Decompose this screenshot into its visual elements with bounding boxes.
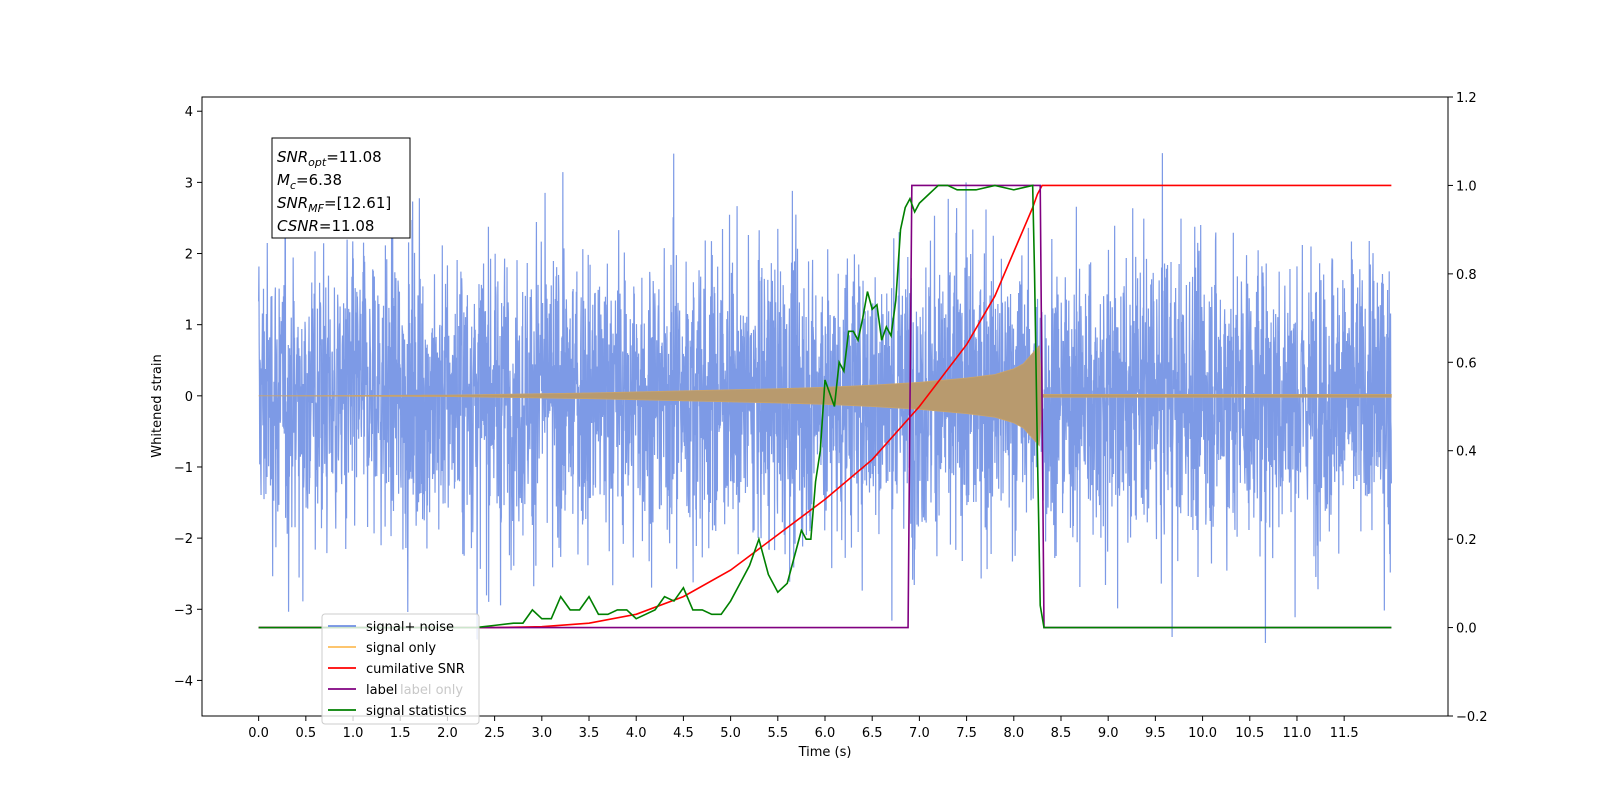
x-tick-label: 8.0 — [1003, 726, 1024, 741]
y-axis-right: 1.2 1.0 0.8 0.6 0.4 0.2 0.0 −0.2 — [1448, 91, 1488, 725]
annotation-line: SNRopt=11.08 — [277, 148, 382, 169]
legend: signal+ noise signal only cumilative SNR la… — [321, 613, 480, 725]
x-tick-label: 6.0 — [815, 726, 836, 741]
x-axis-title: Time (s) — [798, 745, 852, 760]
y-right-tick-label: −0.2 — [1456, 710, 1488, 725]
annotation-line: CSNR=11.08 — [277, 217, 374, 235]
x-tick-label: 1.0 — [343, 726, 364, 741]
x-tick-label: 0.5 — [295, 726, 316, 741]
x-tick-label: 2.5 — [484, 726, 505, 741]
annotation-line: SNRMF=[12.61] — [277, 194, 391, 215]
legend-label: signal statistics — [366, 704, 467, 719]
y-left-tick-label: 3 — [185, 176, 193, 191]
y-left-tick-label: −2 — [174, 532, 193, 547]
x-tick-label: 3.5 — [579, 726, 600, 741]
x-axis: 0.0 0.5 1.0 1.5 2.0 2.5 3.0 3.5 4.0 4.5 5.0 5.5 6.0 6… — [248, 716, 1359, 741]
y-left-tick-label: 1 — [185, 319, 193, 334]
x-tick-label: 10.5 — [1235, 726, 1264, 741]
y-right-tick-label: 0.6 — [1456, 356, 1477, 371]
x-tick-label: 7.0 — [909, 726, 930, 741]
x-tick-label: 3.0 — [531, 726, 552, 741]
x-tick-label: 9.5 — [1145, 726, 1166, 741]
x-tick-label: 8.5 — [1051, 726, 1072, 741]
x-tick-label: 2.0 — [437, 726, 458, 741]
annotation-line: Mc=6.38 — [277, 171, 342, 192]
x-tick-label: 11.0 — [1282, 726, 1311, 741]
y-left-tick-label: −3 — [174, 603, 193, 618]
x-tick-label: 4.5 — [673, 726, 694, 741]
y-axis-left: 4 3 2 1 0 −1 −2 −3 −4 — [174, 105, 202, 689]
x-tick-label: 0.0 — [248, 726, 269, 741]
y-axis-title: Whitened strain — [150, 354, 165, 457]
y-left-tick-label: 0 — [185, 390, 193, 405]
x-tick-label: 1.5 — [390, 726, 411, 741]
x-tick-label: 5.5 — [767, 726, 788, 741]
legend-hidden-entry: label only — [400, 683, 463, 698]
y-left-tick-label: −4 — [174, 674, 193, 689]
x-tick-label: 6.5 — [862, 726, 883, 741]
x-tick-label: 9.0 — [1098, 726, 1119, 741]
legend-label: signal+ noise — [366, 620, 454, 635]
y-left-tick-label: 4 — [185, 105, 193, 120]
y-left-tick-label: 2 — [185, 248, 193, 263]
series-signal-only — [258, 345, 1392, 447]
legend-label: label — [366, 683, 397, 698]
legend-label: signal only — [366, 641, 436, 656]
plot-area — [258, 153, 1392, 644]
series-signal-statistics — [258, 184, 1392, 629]
y-right-tick-label: 1.2 — [1456, 91, 1477, 106]
y-right-tick-label: 0.8 — [1456, 268, 1477, 283]
y-right-tick-label: 1.0 — [1456, 179, 1477, 194]
legend-frame — [321, 613, 480, 725]
x-tick-label: 7.5 — [956, 726, 977, 741]
x-tick-label: 4.0 — [626, 726, 647, 741]
annotation-frame — [271, 137, 411, 239]
x-tick-label: 11.5 — [1330, 726, 1359, 741]
y-right-tick-label: 0.4 — [1456, 445, 1477, 460]
y-right-tick-label: 0.2 — [1456, 533, 1477, 548]
x-tick-label: 10.0 — [1188, 726, 1217, 741]
legend-label: cumilative SNR — [366, 662, 465, 677]
y-right-tick-label: 0.0 — [1456, 622, 1477, 637]
x-tick-label: 5.0 — [720, 726, 741, 741]
y-left-tick-label: −1 — [174, 461, 193, 476]
